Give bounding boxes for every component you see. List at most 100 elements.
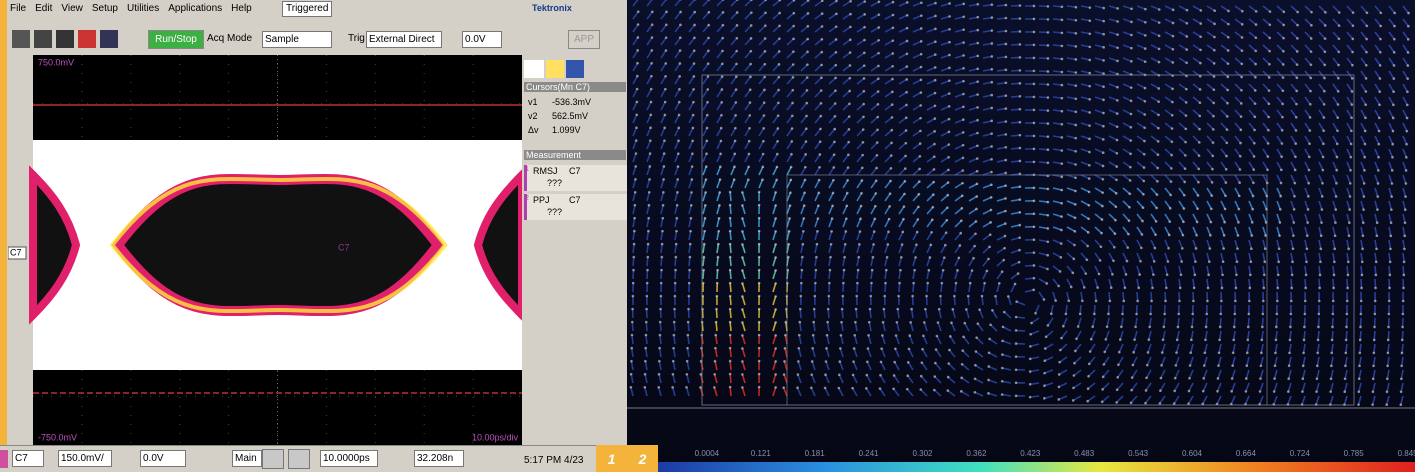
field-arrow-head [1075, 97, 1078, 100]
status-horizontal[interactable]: 10.0000ps [320, 450, 378, 467]
field-arrow-head [1289, 326, 1292, 329]
field-arrow-head [675, 256, 678, 259]
field-arrow-head [1347, 261, 1350, 264]
field-arrow-head [741, 269, 744, 272]
field-arrow-head [1102, 178, 1105, 181]
field-arrow-head [848, 90, 851, 93]
field-arrow-head [1401, 326, 1404, 329]
field-arrow-head [934, 105, 937, 108]
field-arrow [1402, 331, 1403, 340]
field-arrow-head [818, 192, 821, 195]
minimize-button[interactable] [590, 2, 604, 15]
run-stop-button[interactable]: Run/Stop [148, 30, 204, 49]
field-arrow-head [1185, 114, 1188, 117]
menu-item[interactable]: Edit [35, 3, 52, 14]
menu-item[interactable]: Help [231, 3, 252, 14]
field-arrow-head [893, 374, 896, 377]
field-arrow [1011, 70, 1020, 71]
field-arrow-head [956, 269, 959, 272]
acq-mode-select[interactable]: Sample [262, 31, 332, 48]
field-arrow-head [975, 208, 978, 211]
status-channel[interactable]: C7 [12, 450, 44, 467]
field-arrow-head [933, 375, 936, 378]
field-arrow-head [1305, 274, 1308, 277]
field-arrow-head [1059, 270, 1062, 273]
field-arrow-head [1373, 339, 1376, 342]
field-arrow-head [1149, 313, 1152, 316]
field-arrow-head [929, 256, 932, 259]
field-arrow-head [1245, 390, 1248, 393]
field-arrow-head [706, 101, 709, 104]
field-arrow-head [705, 165, 708, 168]
field-arrow-head [843, 269, 846, 272]
field-arrow-head [1047, 148, 1050, 151]
measurement-row[interactable]: 2PPJC7??? [524, 194, 627, 220]
field-arrow-head [890, 154, 893, 157]
field-arrow-head [1100, 232, 1103, 235]
field-arrow-head [1246, 352, 1249, 355]
zoom-button[interactable] [288, 449, 310, 469]
field-arrow-head [741, 373, 744, 376]
menu-item[interactable]: Applications [168, 3, 222, 14]
field-arrow-head [741, 334, 744, 337]
status-offset[interactable]: 0.0V [140, 450, 186, 467]
field-arrow-head [758, 308, 761, 311]
field-arrow-head [989, 323, 992, 326]
field-arrow-head [1001, 367, 1004, 370]
field-arrow-head [763, 114, 766, 117]
field-arrow-head [671, 386, 674, 389]
field-arrow-head [719, 152, 722, 155]
menu-item[interactable]: File [10, 3, 26, 14]
field-arrow-head [902, 231, 905, 234]
field-arrow-head [662, 204, 665, 207]
measurement-row[interactable]: 1RMSJC7??? [524, 165, 627, 191]
field-arrow-head [1303, 339, 1306, 342]
field-arrow-head [1373, 352, 1376, 355]
field-arrow-head [1358, 390, 1361, 393]
field-arrow [1346, 318, 1347, 327]
menu-item[interactable]: View [61, 3, 83, 14]
zoom-button[interactable] [262, 449, 284, 469]
trig-level-input[interactable]: 0.0V [462, 31, 502, 48]
field-arrow-head [790, 153, 793, 156]
field-arrow-head [1378, 117, 1381, 120]
field-arrow-head [644, 347, 647, 350]
field-arrow-head [1029, 333, 1032, 336]
field-arrow-head [758, 347, 761, 350]
field-arrow-head [634, 165, 637, 168]
field-arrow-head [1351, 64, 1354, 67]
field-arrow-head [1128, 219, 1131, 222]
toolbar-icons[interactable] [12, 30, 122, 48]
field-arrow [1039, 162, 1048, 163]
status-position[interactable]: 32.208n [414, 450, 464, 467]
field-arrow-head [1130, 100, 1133, 103]
field-arrow-head [1175, 351, 1178, 354]
field-arrow-head [975, 350, 978, 353]
field-arrow [633, 244, 634, 253]
field-arrow-head [1268, 103, 1271, 106]
field-arrow-head [962, 144, 965, 147]
field-arrow-head [1267, 142, 1270, 145]
field-arrow-head [891, 52, 894, 55]
field-arrow-head [991, 3, 994, 6]
panel-tabs[interactable] [524, 60, 624, 78]
status-scale[interactable]: 150.0mV/ [58, 450, 112, 467]
field-arrow-head [1033, 57, 1036, 60]
field-arrow-head [707, 49, 710, 52]
field-arrow-head [876, 141, 879, 144]
field-arrow-head [1060, 229, 1063, 232]
app-button[interactable]: APP [568, 30, 600, 49]
field-arrow-head [1253, 142, 1256, 145]
menu-item[interactable]: Setup [92, 3, 118, 14]
field-arrow [1039, 201, 1048, 202]
menu-item[interactable]: Utilities [127, 3, 159, 14]
trig-source-select[interactable]: External Direct [366, 31, 442, 48]
field-arrow-head [1375, 274, 1378, 277]
field-arrow-head [846, 179, 849, 182]
field-arrow-head [925, 295, 928, 298]
field-arrow-head [819, 115, 822, 118]
field-arrow-head [1019, 43, 1022, 46]
field-arrow-head [1079, 313, 1082, 316]
field-arrow-head [1235, 274, 1238, 277]
status-main[interactable]: Main [232, 450, 262, 467]
